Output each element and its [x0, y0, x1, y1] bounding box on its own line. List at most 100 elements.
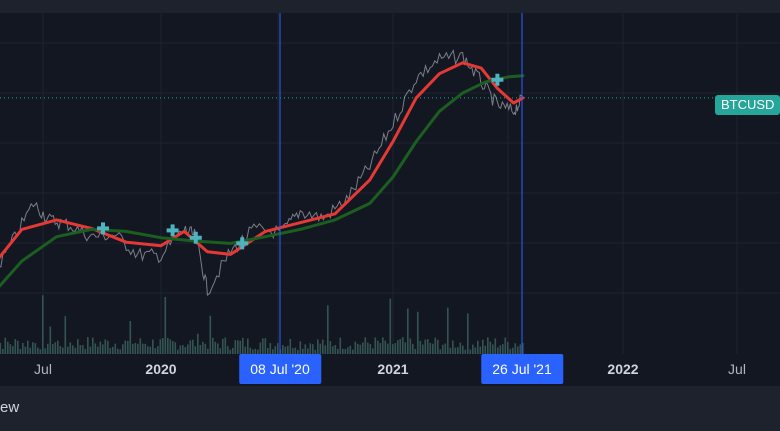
volume-bar	[357, 343, 359, 354]
volume-bar	[292, 348, 294, 354]
volume-bar	[127, 340, 129, 354]
volume-bar	[239, 340, 242, 354]
volume-bar	[169, 339, 172, 354]
volume-bar	[32, 342, 34, 354]
cursor-date-label: 08 Jul '20	[239, 354, 321, 384]
volume-bar	[454, 347, 457, 354]
volume-bar	[522, 342, 524, 354]
crossover-marker	[491, 73, 504, 86]
volume-bar	[474, 347, 477, 354]
volume-bar	[512, 347, 514, 354]
volume-bar	[59, 346, 62, 354]
time-tick-label: 2020	[145, 361, 177, 377]
volume-bar	[287, 345, 289, 354]
volume-bar	[499, 345, 502, 354]
slow-ma-line	[0, 74, 525, 288]
volume-bar	[387, 343, 389, 354]
volume-bar	[217, 343, 219, 354]
volume-bar	[384, 340, 387, 354]
volume-bar	[434, 337, 437, 354]
volume-bar	[119, 349, 122, 354]
volume-bar	[277, 343, 279, 354]
volume-bar	[379, 343, 382, 354]
volume-bar	[182, 344, 184, 354]
volume-bar	[429, 342, 432, 354]
volume-bar	[164, 296, 167, 354]
volume-bar	[484, 345, 487, 354]
time-axis[interactable]: Jul 2020 2021 2022 Jul 08 Jul '20 26 Jul…	[0, 354, 780, 386]
volume-bar	[212, 337, 214, 354]
volume-bar	[174, 342, 177, 354]
price-series-line	[0, 49, 523, 297]
volume-bar	[302, 348, 304, 354]
volume-bar	[407, 308, 409, 354]
volume-bar	[244, 346, 247, 354]
volume-bar	[47, 343, 49, 354]
volume-bar	[342, 348, 344, 354]
volume-bar	[377, 340, 379, 354]
volume-bar	[152, 339, 154, 354]
volume-bar	[214, 341, 217, 354]
volume-bar	[382, 337, 384, 354]
volume-bar	[489, 341, 492, 354]
volume-bar	[107, 340, 109, 354]
volume-bar	[309, 343, 312, 354]
volume-bar	[457, 347, 459, 354]
volume-bar	[29, 347, 32, 354]
volume-bar	[447, 307, 449, 354]
volume-bar	[202, 341, 204, 354]
volume-bar	[329, 341, 332, 354]
chart-pane[interactable]: BTCUSD	[0, 13, 780, 354]
volume-bar	[177, 349, 179, 354]
volume-bar	[437, 339, 439, 354]
volume-bar	[509, 348, 512, 354]
volume-bar	[359, 344, 362, 354]
volume-bar	[24, 346, 27, 354]
volume-bar	[257, 349, 259, 354]
volume-bar	[252, 349, 254, 354]
volume-bar	[502, 344, 504, 354]
volume-bar	[54, 342, 57, 354]
volume-bar	[439, 349, 442, 354]
volume-bar	[339, 337, 342, 354]
volume-bar	[324, 345, 327, 354]
volume-bar	[479, 346, 482, 354]
volume-bar	[94, 343, 97, 354]
volume-bar	[159, 339, 162, 354]
volume-bar	[84, 348, 87, 354]
volume-bar	[264, 338, 267, 354]
volume-bar	[317, 339, 319, 354]
volume-bar	[82, 345, 84, 354]
volume-bar	[452, 340, 454, 354]
volume-bar	[7, 341, 9, 354]
price-chart[interactable]	[0, 13, 780, 354]
volume-bar	[57, 340, 59, 354]
volume-bar	[417, 311, 419, 354]
volume-bar	[89, 346, 92, 354]
volume-bar	[374, 337, 377, 354]
volume-bar	[139, 338, 142, 354]
volume-bar	[444, 343, 447, 354]
volume-bar	[222, 338, 224, 354]
time-tick-label: 2021	[377, 361, 409, 377]
volume-bar	[312, 344, 314, 354]
volume-bar	[432, 343, 434, 354]
volume-bar	[412, 343, 414, 354]
volume-bar	[189, 340, 192, 354]
volume-bar	[114, 343, 117, 354]
volume-bar	[79, 345, 82, 354]
volume-bar	[197, 333, 199, 354]
volume-bar	[289, 338, 292, 354]
bottom-bar: ew	[0, 386, 780, 431]
volume-bar	[274, 346, 277, 354]
volume-bar	[442, 344, 444, 354]
volume-bar	[254, 348, 257, 354]
volume-bar	[99, 341, 102, 354]
volume-bar	[414, 348, 417, 354]
volume-bar	[327, 305, 329, 354]
volume-bar	[64, 316, 67, 354]
volume-bar	[477, 340, 479, 354]
volume-bar	[354, 341, 357, 354]
volume-bar	[142, 343, 144, 354]
volume-bar	[464, 349, 467, 354]
